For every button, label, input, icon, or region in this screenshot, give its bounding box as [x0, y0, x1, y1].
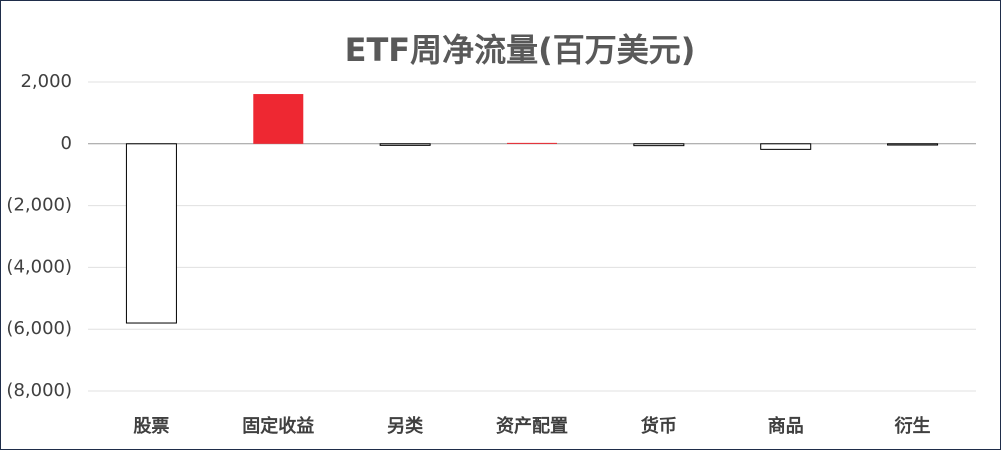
x-tick-label: 股票	[132, 416, 169, 437]
x-tick-label: 货币	[641, 415, 677, 437]
bar	[507, 142, 557, 144]
x-tick-label: 资产配置	[496, 415, 568, 437]
chart-title: ETF周净流量(百万美元)	[345, 31, 696, 69]
x-tick-label: 衍生	[895, 415, 931, 437]
bar	[379, 143, 431, 146]
x-tick-label: 商品	[768, 415, 804, 437]
bar	[125, 143, 177, 324]
x-tick-label: 固定收益	[242, 415, 314, 437]
y-tick-label: 0	[61, 133, 72, 154]
bar	[253, 94, 304, 144]
y-tick-label: (8,000)	[6, 380, 72, 401]
x-tick-label: 另类	[387, 415, 424, 437]
bar	[760, 143, 812, 150]
bar	[887, 143, 939, 146]
y-tick-label: (2,000)	[6, 195, 72, 216]
y-tick-label: (4,000)	[6, 256, 72, 277]
y-tick-label: 2,000	[20, 71, 72, 92]
y-tick-label: (6,000)	[6, 318, 72, 339]
bar	[633, 143, 685, 147]
